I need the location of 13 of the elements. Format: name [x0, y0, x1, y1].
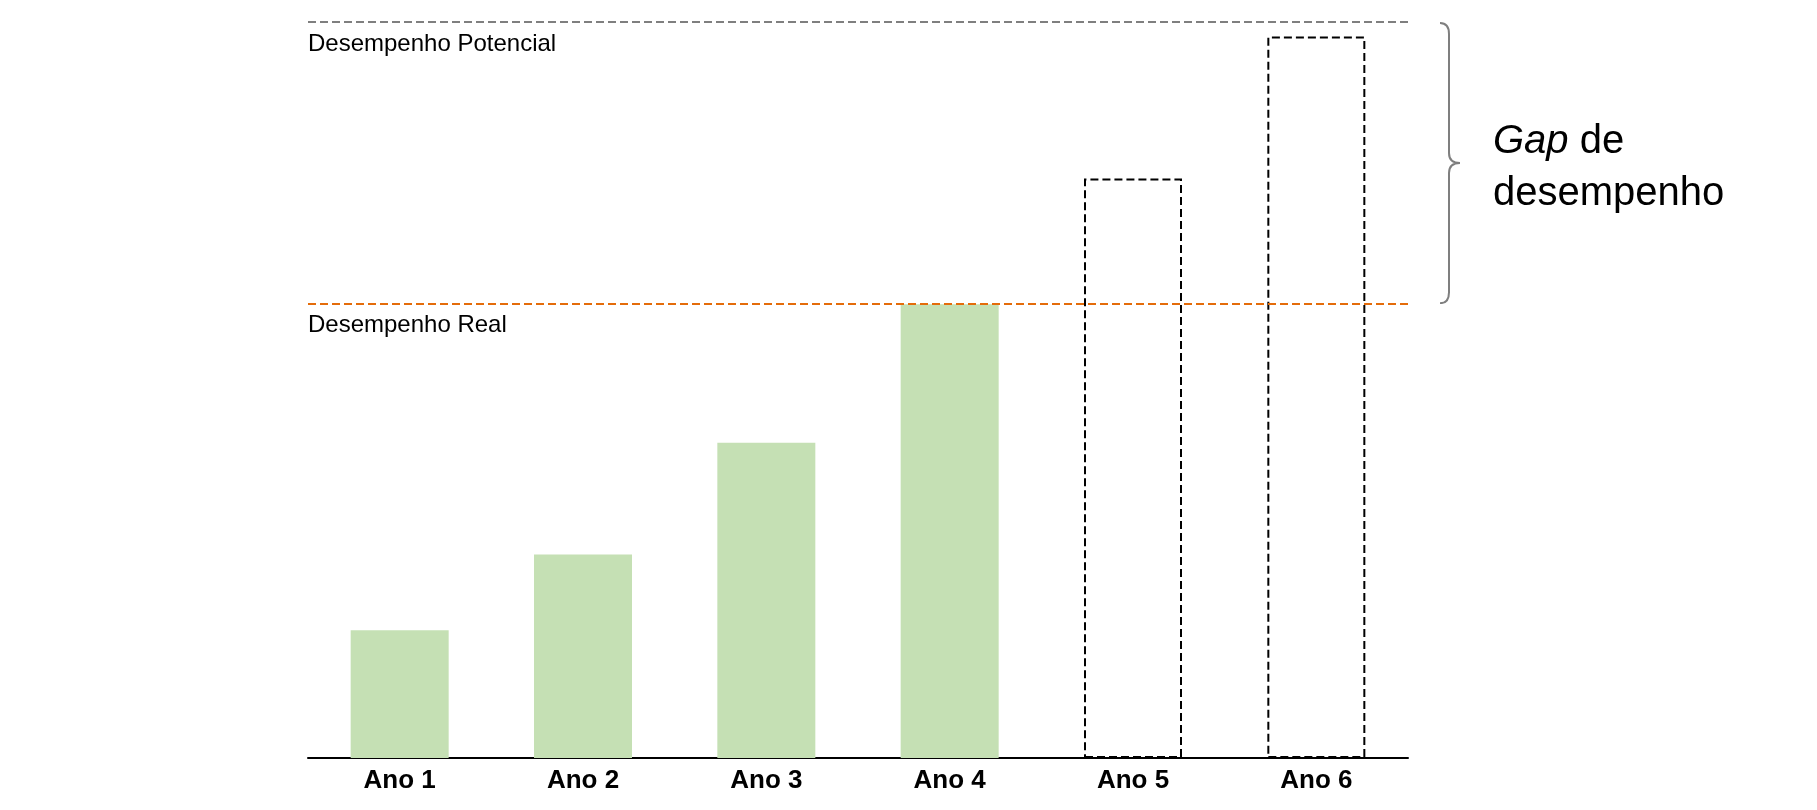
bar [534, 554, 632, 758]
text: Gap de desempenho [1493, 116, 1726, 216]
ref-line-label: Desempenho Potencial [308, 28, 557, 56]
bar [900, 304, 999, 758]
x-tick-label: Ano 3 [730, 764, 803, 794]
x-tick-label: Ano 4 [913, 764, 987, 794]
bar [717, 442, 816, 758]
ref-line-label: Desempenho Real [308, 309, 507, 337]
x-tick-label: Ano 5 [1096, 764, 1170, 794]
x-tick-label: Ano 1 [363, 764, 436, 794]
bar [350, 630, 449, 758]
x-tick-label: Ano 2 [546, 764, 620, 794]
x-tick-label: Ano 6 [1280, 764, 1353, 794]
